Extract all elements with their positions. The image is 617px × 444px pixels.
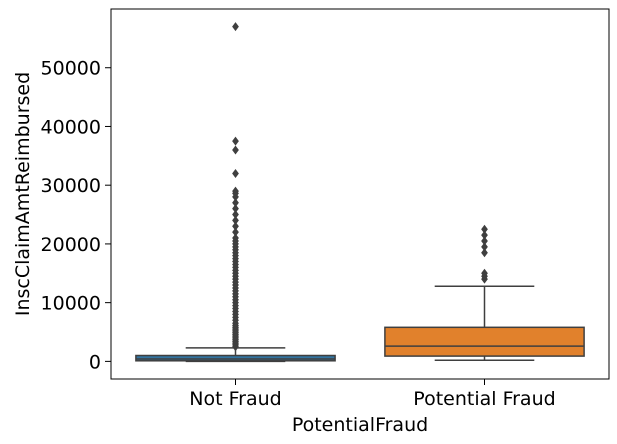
outlier-point [232,221,239,231]
box-not-fraud [135,22,336,363]
box-iqr [135,354,336,362]
outlier-point [481,248,488,258]
y-axis-label: InscClaimAmtReimbursed [12,72,34,316]
y-tick-label: 0 [89,351,101,373]
outlier-point [232,198,239,208]
x-tick-label: Potential Fraud [413,388,555,410]
box-iqr [384,326,585,357]
outlier-point [232,204,239,214]
y-tick-label: 40000 [41,116,101,138]
outlier-point [481,224,488,234]
outlier-point [232,186,239,196]
y-tick-label: 10000 [41,293,101,315]
y-tick-label: 30000 [41,175,101,197]
outlier-point [232,227,239,237]
outlier-point [232,136,239,146]
y-tick-label: 20000 [41,234,101,256]
outlier-point [481,242,488,252]
x-tick-label: Not Fraud [189,388,281,410]
plot-frame [110,8,610,380]
x-axis: Not Fraud Potential Fraud [189,379,556,410]
outlier-point [481,236,488,246]
y-tick-label: 50000 [41,58,101,80]
outlier-point [232,210,239,220]
outlier-point [481,268,488,278]
outlier-point [232,145,239,155]
box-series [135,22,585,363]
x-axis-label: PotentialFraud [292,414,428,436]
outlier-point [232,233,239,243]
outlier-point [481,230,488,240]
outlier-point [232,168,239,178]
outlier-point [232,215,239,225]
box-potential-fraud [384,224,585,361]
outlier-point [232,22,239,32]
y-axis: 0 10000 20000 30000 40000 50000 [41,58,111,373]
